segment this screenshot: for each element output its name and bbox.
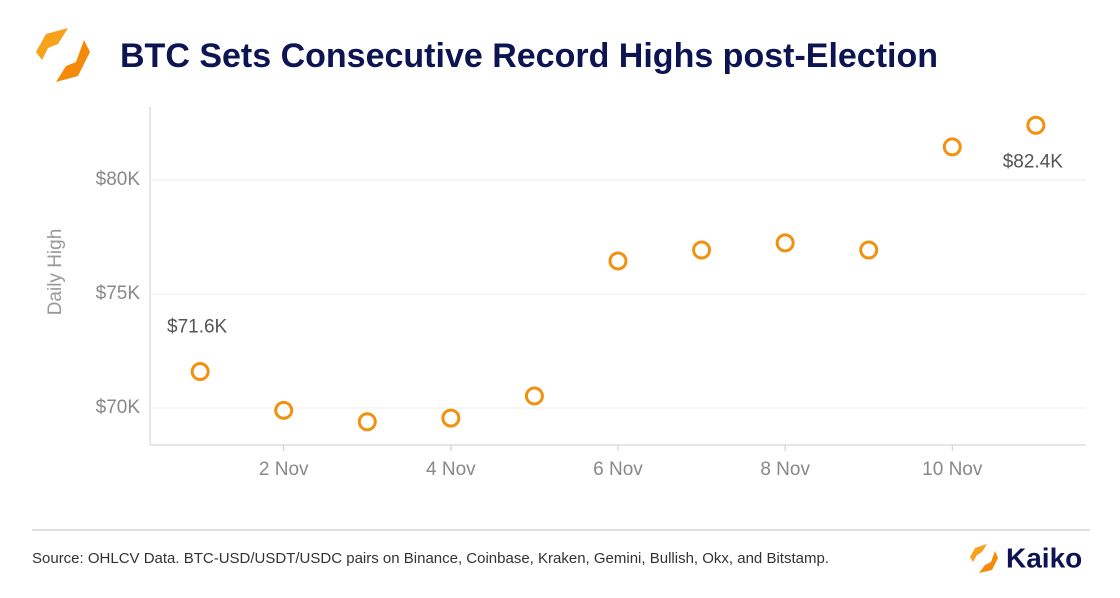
point (190, 362, 210, 382)
point (775, 233, 795, 253)
source-note: Source: OHLCV Data. BTC-USD/USDT/USDC pa… (32, 550, 829, 567)
point (441, 408, 461, 428)
x-tick-label: 10 Nov (922, 459, 983, 480)
y-axis-label: Daily High (45, 229, 66, 316)
logo-shape (979, 551, 998, 573)
chart-title: BTC Sets Consecutive Record Highs post-E… (120, 37, 938, 75)
point (1026, 115, 1046, 135)
point (608, 251, 628, 271)
brand-logo (970, 544, 998, 573)
data-label: $71.6K (167, 317, 228, 338)
y-tick-label: $70K (96, 397, 141, 418)
x-tick-label: 6 Nov (593, 459, 643, 480)
y-tick-label: $80K (96, 169, 141, 190)
y-tick-label: $75K (96, 283, 141, 304)
logo-shape (970, 544, 987, 562)
x-tick-label: 2 Nov (259, 459, 309, 480)
logo-shape (56, 40, 90, 82)
logo-shape (36, 28, 68, 60)
point (274, 400, 294, 420)
x-tick-label: 4 Nov (426, 459, 476, 480)
x-tick-label: 8 Nov (760, 459, 810, 480)
data-label: $82.4K (1003, 151, 1064, 172)
point (942, 137, 962, 157)
point (692, 240, 712, 260)
point (859, 240, 879, 260)
point (524, 386, 544, 406)
brand-name: Kaiko (1006, 542, 1082, 573)
logo (36, 28, 90, 82)
point (357, 412, 377, 432)
